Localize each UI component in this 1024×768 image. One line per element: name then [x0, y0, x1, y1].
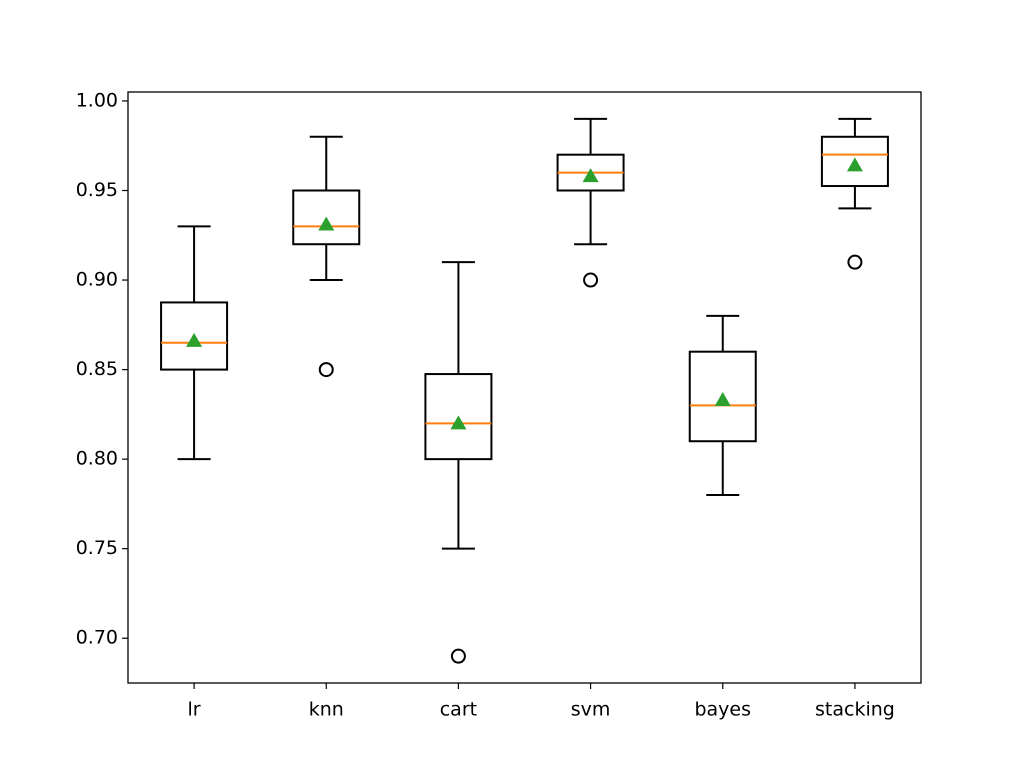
mean-marker: [186, 332, 203, 347]
mean-marker: [846, 157, 863, 172]
y-tick-label: 0.85: [76, 358, 118, 380]
axes-frame: [127, 91, 922, 684]
y-tick-label: 0.95: [76, 179, 118, 201]
iqr-box: [292, 189, 361, 246]
outlier-point: [318, 362, 334, 378]
y-tick-label: 1.00: [76, 89, 118, 111]
outlier-point: [450, 648, 466, 664]
box-stacking: [820, 117, 889, 270]
x-tick-label: lr: [188, 699, 201, 721]
iqr-box: [688, 350, 757, 443]
iqr-box: [820, 135, 889, 188]
box-bayes: [688, 314, 757, 496]
x-tick-label: cart: [440, 699, 477, 721]
y-tick-label: 0.90: [76, 269, 118, 291]
outlier-point: [847, 254, 863, 270]
x-tick-label: bayes: [694, 699, 751, 721]
iqr-box: [160, 301, 229, 371]
mean-marker: [318, 216, 335, 231]
iqr-box: [424, 373, 493, 461]
x-tick-label: knn: [309, 699, 344, 721]
x-tick-label: stacking: [815, 699, 895, 721]
outlier-point: [583, 272, 599, 288]
mean-marker: [714, 392, 731, 407]
plot-area: [160, 117, 889, 664]
mean-marker: [582, 168, 599, 183]
y-tick-label: 0.70: [76, 627, 118, 649]
box-lr: [160, 225, 229, 461]
x-axis: lr knn cart svm bayes stacking: [188, 683, 895, 721]
y-tick-label: 0.75: [76, 537, 118, 559]
box-knn: [292, 135, 361, 378]
box-cart: [424, 261, 493, 664]
mean-marker: [450, 415, 467, 430]
box-svm: [556, 117, 625, 288]
x-tick-label: svm: [571, 699, 611, 721]
y-tick-label: 0.80: [76, 448, 118, 470]
y-axis: 0.70 0.75 0.80 0.85 0.90 0.95 1.00: [76, 89, 128, 649]
